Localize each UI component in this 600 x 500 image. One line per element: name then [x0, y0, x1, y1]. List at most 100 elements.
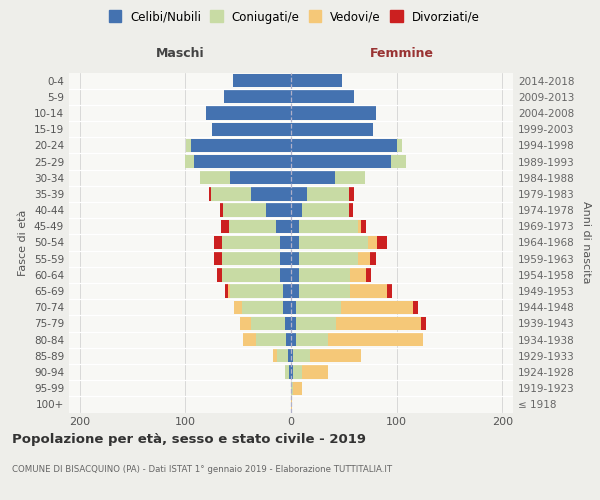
Bar — [291, 171, 335, 184]
Bar — [283, 284, 291, 298]
Bar — [335, 171, 365, 184]
Bar — [212, 122, 291, 136]
Bar — [302, 366, 328, 378]
Bar — [397, 138, 402, 152]
Bar — [299, 252, 358, 266]
Bar — [291, 236, 299, 249]
Bar — [222, 236, 280, 249]
Bar — [191, 138, 291, 152]
Y-axis label: Fasce di età: Fasce di età — [19, 210, 28, 276]
Bar — [377, 236, 387, 249]
Bar — [187, 138, 191, 152]
Bar — [266, 204, 291, 217]
Bar — [291, 317, 296, 330]
Bar — [229, 220, 276, 233]
Bar — [291, 300, 296, 314]
Bar — [221, 220, 229, 233]
Bar — [291, 90, 355, 104]
Bar — [291, 155, 391, 168]
Bar — [291, 382, 293, 395]
Bar — [387, 284, 392, 298]
Bar — [291, 122, 373, 136]
Bar — [242, 300, 283, 314]
Bar — [368, 236, 377, 249]
Bar — [227, 284, 230, 298]
Bar — [226, 284, 227, 298]
Bar — [273, 349, 277, 362]
Bar — [358, 252, 370, 266]
Bar — [289, 366, 291, 378]
Bar — [349, 204, 353, 217]
Bar — [302, 204, 349, 217]
Bar — [185, 155, 194, 168]
Bar — [222, 268, 280, 281]
Bar — [291, 349, 293, 362]
Bar — [224, 90, 291, 104]
Bar — [256, 333, 286, 346]
Bar — [291, 366, 293, 378]
Text: COMUNE DI BISACQUINO (PA) - Dati ISTAT 1° gennaio 2019 - Elaborazione TUTTITALIA: COMUNE DI BISACQUINO (PA) - Dati ISTAT 1… — [12, 466, 392, 474]
Bar — [310, 349, 361, 362]
Bar — [350, 284, 387, 298]
Bar — [217, 268, 222, 281]
Bar — [361, 220, 366, 233]
Bar — [291, 252, 299, 266]
Bar — [277, 349, 288, 362]
Bar — [299, 284, 350, 298]
Bar — [244, 333, 256, 346]
Bar — [337, 317, 421, 330]
Bar — [240, 317, 251, 330]
Bar — [391, 155, 406, 168]
Bar — [296, 317, 337, 330]
Bar — [194, 155, 291, 168]
Bar — [291, 188, 307, 200]
Bar — [200, 171, 230, 184]
Bar — [233, 74, 291, 87]
Y-axis label: Anni di nascita: Anni di nascita — [581, 201, 591, 283]
Bar — [291, 398, 292, 411]
Legend: Celibi/Nubili, Coniugati/e, Vedovi/e, Divorziati/e: Celibi/Nubili, Coniugati/e, Vedovi/e, Di… — [106, 8, 482, 26]
Bar — [230, 171, 291, 184]
Bar — [328, 333, 423, 346]
Bar — [296, 333, 328, 346]
Bar — [286, 333, 291, 346]
Bar — [421, 317, 427, 330]
Bar — [214, 252, 222, 266]
Bar — [214, 236, 222, 249]
Bar — [341, 300, 413, 314]
Bar — [222, 252, 280, 266]
Bar — [283, 300, 291, 314]
Bar — [293, 382, 302, 395]
Bar — [299, 268, 350, 281]
Bar — [220, 204, 223, 217]
Bar — [299, 220, 358, 233]
Text: Maschi: Maschi — [155, 46, 205, 60]
Bar — [350, 268, 366, 281]
Bar — [291, 333, 296, 346]
Bar — [291, 204, 302, 217]
Bar — [291, 220, 299, 233]
Bar — [280, 236, 291, 249]
Bar — [291, 138, 397, 152]
Bar — [230, 284, 283, 298]
Bar — [349, 188, 355, 200]
Bar — [299, 236, 368, 249]
Text: Popolazione per età, sesso e stato civile - 2019: Popolazione per età, sesso e stato civil… — [12, 432, 366, 446]
Bar — [291, 268, 299, 281]
Bar — [370, 252, 376, 266]
Bar — [280, 252, 291, 266]
Bar — [211, 188, 251, 200]
Bar — [276, 220, 291, 233]
Bar — [209, 188, 211, 200]
Bar — [251, 188, 291, 200]
Bar — [291, 106, 376, 120]
Bar — [288, 349, 291, 362]
Bar — [206, 106, 291, 120]
Bar — [291, 284, 299, 298]
Bar — [307, 188, 349, 200]
Bar — [293, 349, 310, 362]
Bar — [293, 366, 302, 378]
Bar — [413, 300, 418, 314]
Bar — [234, 300, 242, 314]
Bar — [284, 317, 291, 330]
